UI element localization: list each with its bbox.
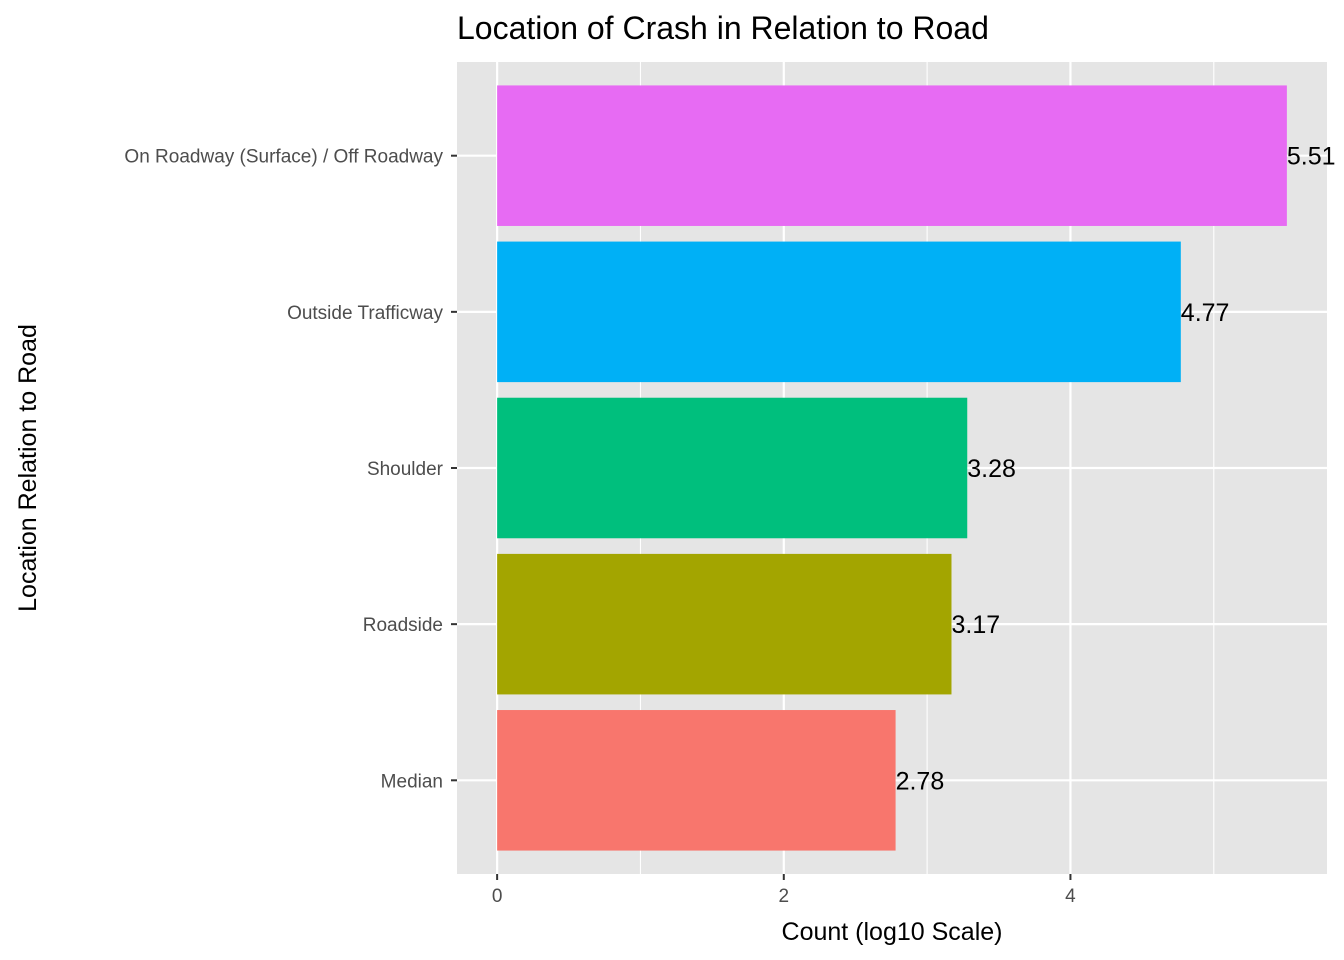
data-labels: 2.78 3.17 3.28 4.77 5.51 xyxy=(896,143,1336,796)
y-axis-title: Location Relation to Road xyxy=(14,324,42,612)
data-label: 3.17 xyxy=(951,611,1000,639)
bar-roadside xyxy=(497,553,952,695)
y-tick-label: On Roadway (Surface) / Off Roadway xyxy=(124,147,443,168)
y-tick-label: Roadside xyxy=(363,615,443,636)
x-axis-title: Count (log10 Scale) xyxy=(782,918,1003,946)
data-label: 4.77 xyxy=(1181,299,1230,327)
bars xyxy=(497,85,1287,851)
data-label: 3.28 xyxy=(967,455,1016,483)
y-tick-label: Outside Trafficway xyxy=(287,303,443,324)
y-tick-label: Median xyxy=(381,771,443,792)
x-tick-label: 4 xyxy=(1065,886,1076,907)
data-label: 2.78 xyxy=(896,767,945,795)
y-tick-label: Shoulder xyxy=(367,459,444,480)
bar-median xyxy=(497,710,896,851)
x-tick-label: 2 xyxy=(778,886,789,907)
x-tick-label: 0 xyxy=(492,886,503,907)
data-label: 5.51 xyxy=(1287,143,1336,171)
bar-outside-trafficway xyxy=(497,241,1181,383)
chart-title: Location of Crash in Relation to Road xyxy=(457,10,989,46)
x-axis: 0 2 4 xyxy=(492,874,1076,907)
y-axis: Median Roadside Shoulder Outside Trafficway… xyxy=(124,147,457,792)
bar-on-roadway-surface-off-roadway xyxy=(497,85,1287,226)
bar-shoulder xyxy=(497,397,968,539)
